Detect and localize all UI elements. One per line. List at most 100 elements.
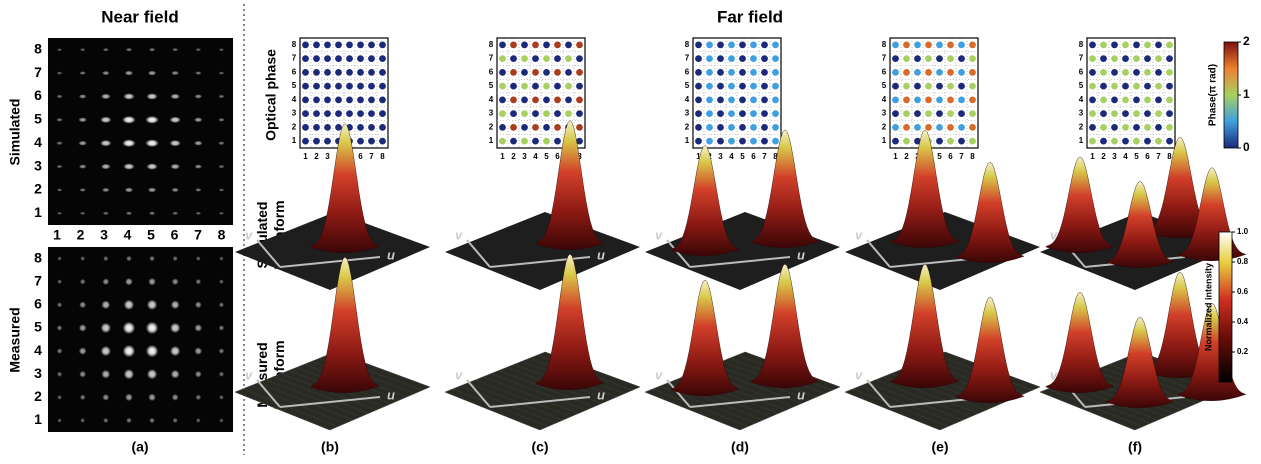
phase-dot	[1111, 83, 1118, 90]
spot	[124, 369, 134, 379]
phase-dot	[969, 83, 976, 90]
phase-dot	[717, 55, 724, 62]
phase-dot	[346, 96, 353, 103]
phase-dot	[1122, 69, 1129, 76]
v-label: v	[245, 367, 253, 382]
phase-dot	[936, 69, 943, 76]
phase-dot	[739, 138, 746, 145]
phase-dot	[302, 83, 309, 90]
spot	[122, 116, 135, 124]
phase-dot	[1133, 55, 1140, 62]
phase-dot	[1100, 138, 1107, 145]
spot	[148, 278, 156, 286]
phase-dot	[1100, 41, 1107, 48]
phase-dot	[543, 110, 550, 117]
phase-dot	[728, 83, 735, 90]
spot	[171, 300, 180, 309]
phase-col-number: 1	[303, 152, 308, 161]
panel-label: (c)	[531, 439, 548, 455]
spot	[219, 279, 224, 284]
phase-dot	[1166, 55, 1173, 62]
spot	[100, 140, 111, 146]
phase-dot	[510, 124, 517, 131]
colorbar	[1219, 232, 1232, 382]
spot	[172, 48, 178, 51]
spot	[194, 94, 202, 98]
phase-dot	[532, 69, 539, 76]
phase-dot	[739, 124, 746, 131]
spot	[103, 418, 108, 423]
phase-dot	[532, 55, 539, 62]
panel-label: (e)	[931, 439, 948, 455]
phase-dot	[761, 55, 768, 62]
spot	[219, 348, 225, 354]
phase-dot	[532, 96, 539, 103]
phase-dot	[1089, 124, 1096, 131]
spot	[57, 279, 62, 284]
spot	[79, 94, 87, 98]
phase-dot	[335, 124, 342, 131]
phase-dot	[1155, 41, 1162, 48]
colorbar-tick-label: 1.0	[1237, 227, 1249, 236]
phase-dot	[302, 55, 309, 62]
phase-dot	[936, 138, 943, 145]
phase-dot	[750, 138, 757, 145]
phase-dot	[728, 55, 735, 62]
phase-dot	[695, 124, 702, 131]
spot	[101, 164, 111, 170]
phase-dot	[728, 96, 735, 103]
phase-dot	[892, 41, 899, 48]
phase-dot	[1133, 96, 1140, 103]
phase-row-number: 4	[882, 95, 887, 104]
phase-dot	[772, 124, 779, 131]
v-label: v	[245, 227, 253, 242]
spot	[218, 118, 225, 122]
phase-col-number: 1	[500, 152, 505, 161]
phase-dot	[576, 96, 583, 103]
phase-dot	[313, 138, 320, 145]
row-number: 1	[34, 204, 42, 220]
spot	[101, 300, 110, 309]
phase-dot	[761, 96, 768, 103]
phase-dot	[324, 83, 331, 90]
spot	[147, 300, 157, 310]
phase-dot	[706, 96, 713, 103]
spot	[125, 278, 133, 286]
phase-dot	[914, 69, 921, 76]
phase-col-number: 2	[314, 152, 319, 161]
phase-col-number: 2	[1101, 152, 1106, 161]
spot	[170, 94, 180, 100]
v-label: v	[455, 227, 463, 242]
phase-dot	[1111, 96, 1118, 103]
phase-dot	[1166, 83, 1173, 90]
colorbar-tick-label: 0	[1243, 140, 1250, 154]
phase-col-number: 7	[369, 152, 374, 161]
phase-dot	[554, 69, 561, 76]
phase-dot	[750, 41, 757, 48]
spot	[123, 345, 135, 357]
spot	[196, 256, 201, 261]
spot	[218, 141, 225, 145]
spot	[146, 322, 158, 334]
phase-dot	[1144, 83, 1151, 90]
spot	[170, 164, 180, 170]
phase-dot	[717, 138, 724, 145]
phase-dot	[1166, 41, 1173, 48]
phase-col-number: 7	[762, 152, 767, 161]
phase-dot	[532, 83, 539, 90]
phase-dot	[302, 124, 309, 131]
phase-dot	[576, 41, 583, 48]
phase-dot	[368, 138, 375, 145]
phase-dot	[772, 69, 779, 76]
phase-row-number: 8	[489, 40, 494, 49]
phase-dot	[543, 41, 550, 48]
row-number: 3	[34, 365, 42, 381]
phase-dot	[576, 124, 583, 131]
phase-dot	[324, 41, 331, 48]
phase-dot	[576, 110, 583, 117]
phase-dot	[1133, 138, 1140, 145]
phase-dot	[1166, 138, 1173, 145]
phase-dot	[1155, 110, 1162, 117]
phase-dot	[379, 41, 386, 48]
beam-peak	[956, 297, 1024, 403]
